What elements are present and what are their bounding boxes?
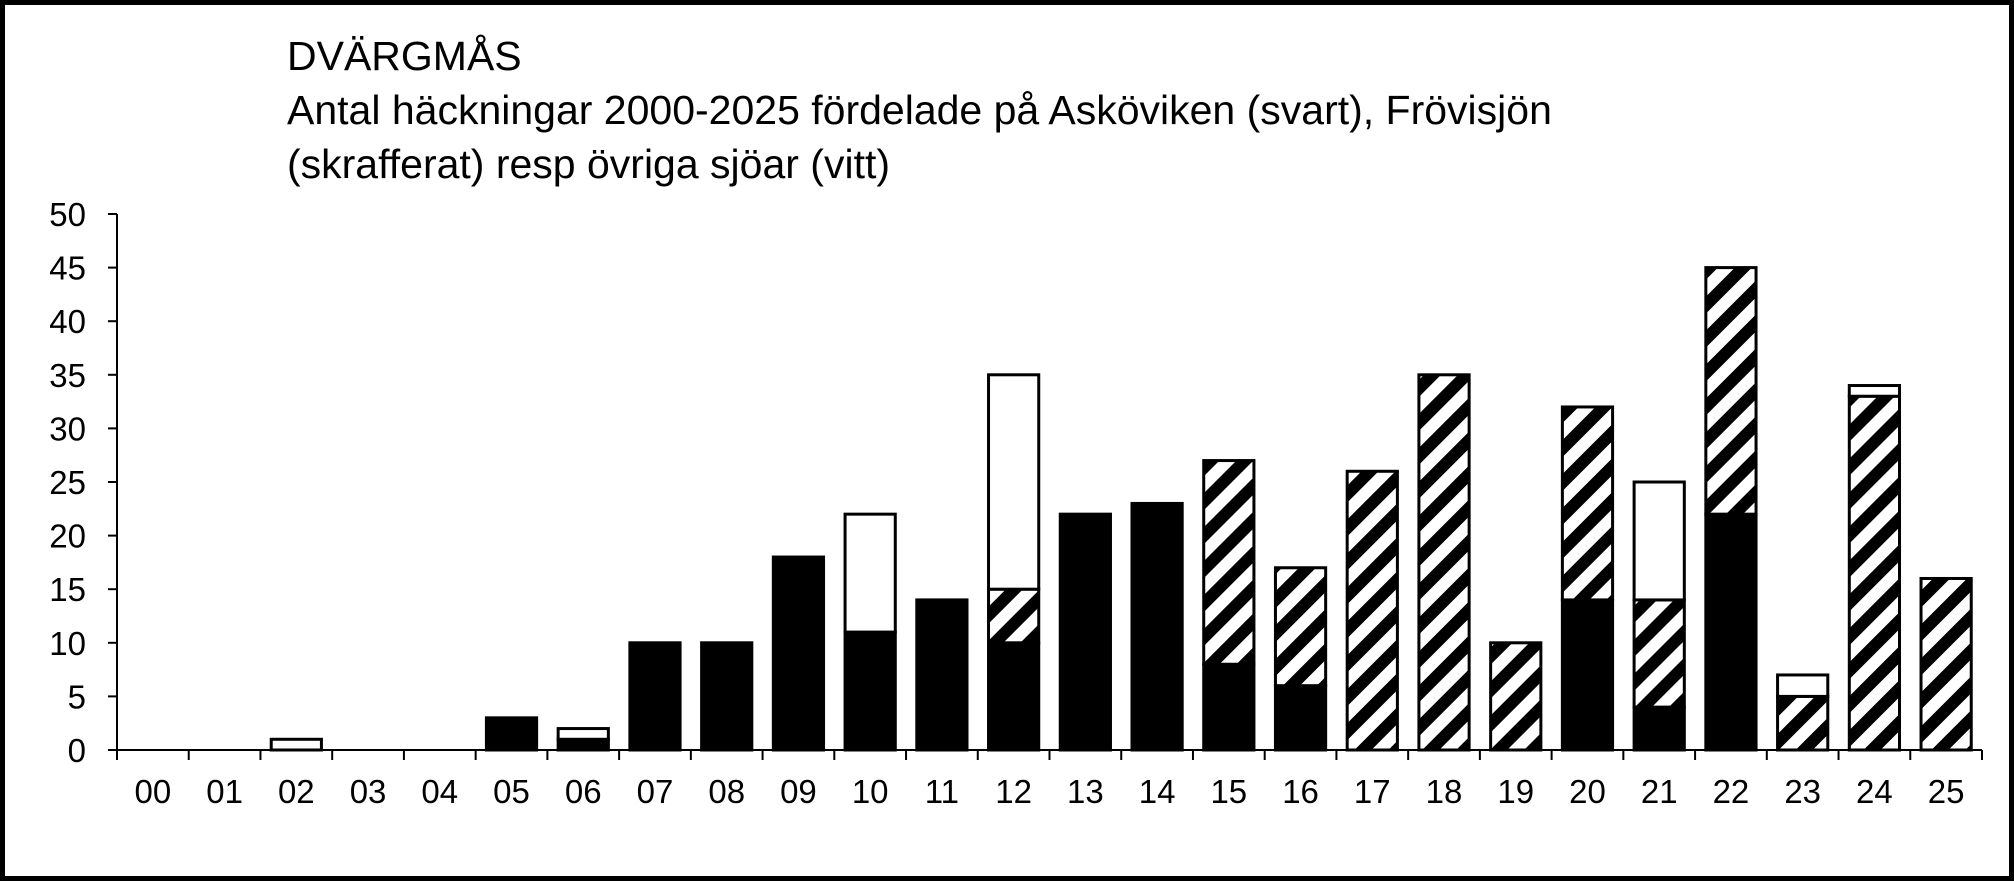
- x-tick-label: 04: [421, 773, 458, 810]
- x-tick-label: 08: [708, 773, 745, 810]
- x-tick-label: 01: [206, 773, 243, 810]
- x-axis: 00 01 02 03 04 05 06 07 08 09 10 11 12 13 14 15 16 17 18 19…: [116, 749, 1983, 810]
- bar-solid-10: [843, 630, 897, 752]
- bar-white-12: [987, 373, 1041, 591]
- y-tick-label: 15: [49, 571, 86, 608]
- x-tick-label: 02: [278, 773, 315, 810]
- bar-hatch-23: [1776, 694, 1830, 752]
- bar-hatch-20: [1560, 405, 1615, 602]
- x-tick-label: 17: [1354, 773, 1391, 810]
- bar-solid-11: [915, 598, 969, 752]
- y-tick-label: 35: [49, 357, 86, 394]
- x-tick-label: 14: [1139, 773, 1176, 810]
- bar-hatch-25: [1919, 576, 1973, 752]
- bar-solid-16: [1273, 684, 1328, 752]
- bar-solid-22: [1704, 512, 1758, 752]
- x-tick-label: 03: [350, 773, 387, 810]
- y-tick-label: 5: [68, 678, 86, 715]
- bar-white-06: [556, 727, 610, 741]
- chart-title: DVÄRGMÅS: [287, 33, 522, 79]
- bar-white-02: [269, 737, 323, 752]
- chart-subtitle-line-1: Antal häckningar 2000-2025 fördelade på …: [287, 87, 1552, 133]
- bar-hatch-19: [1489, 641, 1543, 752]
- y-axis: 0 5 10 15 20 25 30 35 40 45 50: [49, 196, 118, 769]
- x-tick-label: 22: [1713, 773, 1750, 810]
- x-tick-label: 21: [1641, 773, 1678, 810]
- x-tick-label: 19: [1497, 773, 1534, 810]
- bar-solid-21: [1632, 705, 1686, 752]
- bar-white-24: [1847, 384, 1902, 398]
- y-tick-label: 30: [49, 410, 86, 447]
- y-tick-label: 0: [68, 732, 86, 769]
- bar-hatch-21: [1632, 598, 1686, 709]
- bar-hatch-15: [1202, 459, 1256, 666]
- bar-hatch-12: [987, 587, 1041, 645]
- chart-subtitle-line-2: (skrafferat) resp övriga sjöar (vitt): [287, 141, 891, 187]
- x-tick-label: 25: [1928, 773, 1965, 810]
- bar-solid-08: [700, 641, 754, 752]
- bar-hatch-22: [1704, 266, 1758, 516]
- bars: [269, 266, 1973, 752]
- y-tick-label: 25: [49, 464, 86, 501]
- bar-solid-14: [1130, 501, 1184, 752]
- x-tick-label: 00: [135, 773, 172, 810]
- chart-title-block: DVÄRGMÅS Antal häckningar 2000-2025 förd…: [287, 29, 1552, 191]
- x-tick-label: 10: [852, 773, 889, 810]
- y-tick-label: 40: [49, 303, 86, 340]
- bar-hatch-16: [1273, 566, 1328, 688]
- x-tick-label: 23: [1784, 773, 1821, 810]
- bar-hatch-18: [1417, 373, 1471, 752]
- bar-white-23: [1776, 673, 1830, 698]
- x-tick-label: 20: [1569, 773, 1606, 810]
- bar-solid-12: [987, 641, 1041, 752]
- x-tick-label: 15: [1210, 773, 1247, 810]
- bar-solid-07: [628, 641, 682, 752]
- y-tick-label: 45: [49, 250, 86, 287]
- bar-solid-20: [1560, 598, 1615, 752]
- y-tick-label: 20: [49, 518, 86, 555]
- x-tick-label: 06: [565, 773, 602, 810]
- x-tick-label: 16: [1282, 773, 1319, 810]
- x-tick-label: 13: [1067, 773, 1104, 810]
- x-tick-label: 11: [925, 773, 959, 810]
- bar-white-21: [1632, 480, 1686, 602]
- bar-solid-05: [484, 716, 539, 752]
- x-tick-label: 07: [637, 773, 674, 810]
- bar-hatch-17: [1345, 469, 1399, 752]
- bar-solid-06: [556, 737, 610, 752]
- x-tick-label: 18: [1426, 773, 1463, 810]
- x-tick-label: 24: [1856, 773, 1893, 810]
- bar-solid-15: [1202, 662, 1256, 752]
- bar-solid-13: [1058, 512, 1112, 752]
- x-tick-label: 09: [780, 773, 817, 810]
- x-tick-label: 05: [493, 773, 530, 810]
- bar-solid-09: [771, 555, 826, 752]
- y-tick-label: 10: [49, 625, 86, 662]
- bar-white-10: [843, 512, 897, 634]
- y-tick-label: 50: [49, 196, 86, 233]
- bar-hatch-24: [1847, 394, 1902, 752]
- x-tick-label: 12: [995, 773, 1032, 810]
